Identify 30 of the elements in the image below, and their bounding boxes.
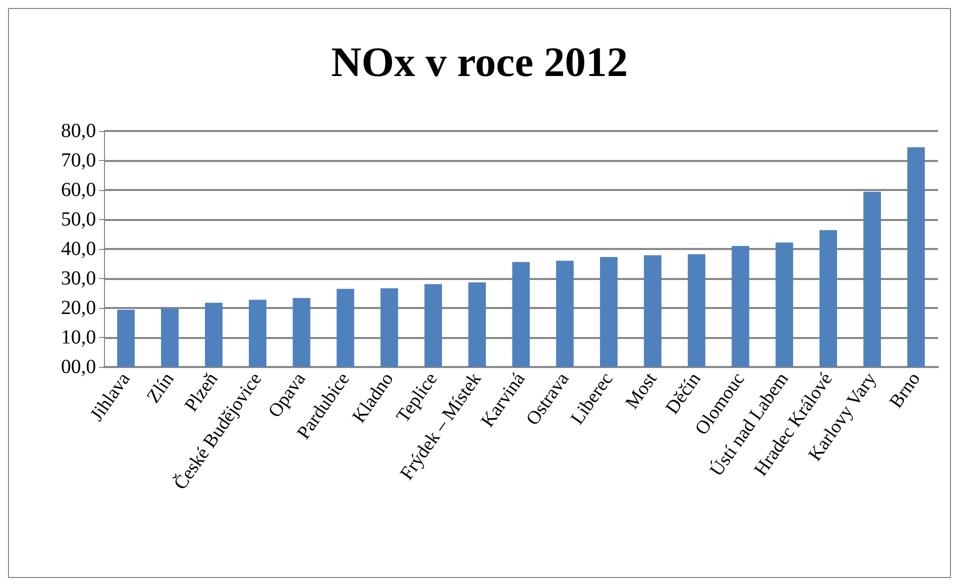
bar <box>556 260 574 367</box>
bar <box>248 300 266 367</box>
y-tick-label: 50,0 <box>61 208 96 230</box>
bar <box>863 192 881 367</box>
bar <box>204 302 223 367</box>
y-tick-label: 80,0 <box>61 120 96 142</box>
bar <box>600 256 618 367</box>
bar <box>336 288 354 367</box>
y-tick-label: 30,0 <box>61 268 96 290</box>
bar <box>776 242 794 367</box>
y-tick-label: 60,0 <box>61 179 96 201</box>
bar <box>644 255 662 367</box>
bar <box>819 230 838 367</box>
bar <box>380 288 398 367</box>
bar <box>468 282 486 367</box>
bar <box>424 284 442 367</box>
y-tick-label: 00,0 <box>61 356 96 378</box>
bar <box>907 147 925 367</box>
chart-title: NOx v roce 2012 <box>331 40 628 86</box>
bar <box>688 254 706 367</box>
bar <box>512 262 530 367</box>
y-tick-label: 70,0 <box>61 150 96 172</box>
x-tick-label: Zlín <box>143 368 179 407</box>
bar <box>732 246 750 367</box>
y-tick-label: 10,0 <box>61 326 96 348</box>
bar <box>161 308 179 367</box>
bar <box>117 310 135 367</box>
bar <box>292 298 310 367</box>
y-tick-label: 20,0 <box>61 297 96 319</box>
y-tick-label: 40,0 <box>61 238 96 260</box>
